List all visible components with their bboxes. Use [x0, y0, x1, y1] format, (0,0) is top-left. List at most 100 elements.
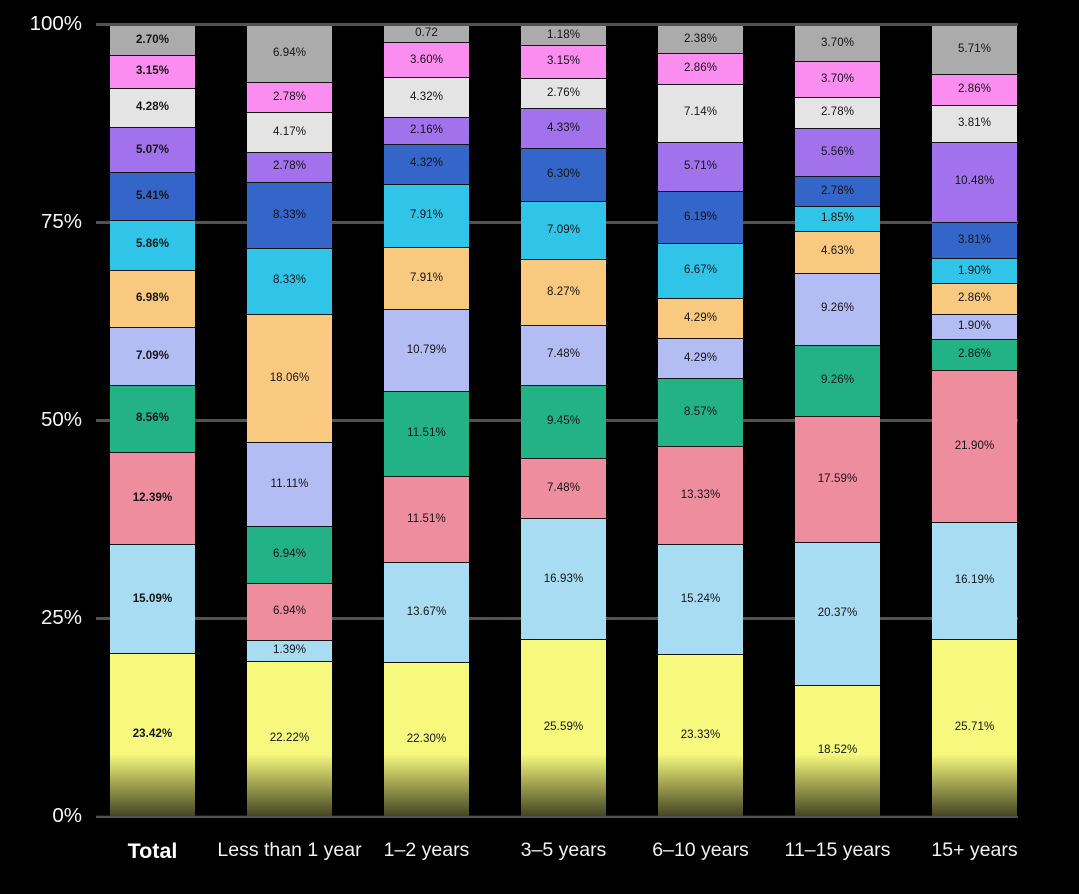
bar-segment-blue[interactable]: 2.78% [795, 175, 880, 207]
bar-segment-purple[interactable]: 4.33% [521, 107, 606, 149]
segment-label: 3.15% [135, 64, 170, 77]
bar-segment-green[interactable]: 6.94% [247, 525, 332, 583]
bar-segment-purple[interactable]: 5.07% [110, 127, 195, 173]
bar-segment-cyan[interactable]: 1.85% [795, 206, 880, 231]
gridline [96, 815, 1018, 818]
bar-segment-light-blue[interactable]: 20.37% [795, 541, 880, 685]
bar-segment-light-blue[interactable]: 16.19% [932, 522, 1017, 639]
bar-segment-purple[interactable]: 10.48% [932, 141, 1017, 222]
segment-label: 23.33% [680, 728, 721, 741]
segment-label: 6.94% [272, 604, 307, 617]
bar-segment-salmon[interactable]: 17.59% [795, 416, 880, 542]
bar-segment-yellow[interactable]: 22.30% [384, 661, 469, 817]
bar-segment-periwinkle[interactable]: 7.09% [110, 326, 195, 385]
segment-label: 4.32% [409, 157, 444, 170]
bar-segment-magenta[interactable]: 3.15% [521, 45, 606, 78]
bar-segment-periwinkle[interactable]: 11.11% [247, 441, 332, 526]
bar-segment-periwinkle[interactable]: 9.26% [795, 272, 880, 345]
bar-segment-blue[interactable]: 5.41% [110, 172, 195, 220]
bar-segment-periwinkle[interactable]: 7.48% [521, 324, 606, 385]
bar-segment-green[interactable]: 2.86% [932, 338, 1017, 370]
bar-segment-light-gray[interactable]: 2.76% [521, 77, 606, 108]
bar-segment-magenta[interactable]: 2.86% [932, 74, 1017, 105]
bar-segment-cyan[interactable]: 5.86% [110, 219, 195, 270]
bar-segment-yellow[interactable]: 18.52% [795, 684, 880, 816]
bar-segment-magenta[interactable]: 2.78% [247, 81, 332, 113]
bar-segment-orange[interactable]: 8.27% [521, 259, 606, 325]
bar-segment-cyan[interactable]: 8.33% [247, 247, 332, 314]
bar-segment-green[interactable]: 9.45% [521, 384, 606, 458]
bar-segment-magenta[interactable]: 3.70% [795, 61, 880, 98]
bar-segment-gray[interactable]: 5.71% [932, 26, 1017, 75]
bar-segment-salmon[interactable]: 11.51% [384, 476, 469, 563]
bar-segment-gray[interactable]: 3.70% [795, 26, 880, 62]
bar-segment-light-gray[interactable]: 7.14% [658, 83, 743, 142]
bar-segment-light-blue[interactable]: 16.93% [521, 518, 606, 640]
bar-segment-periwinkle[interactable]: 1.90% [932, 313, 1017, 339]
bar-segment-magenta[interactable]: 3.60% [384, 42, 469, 78]
bar-segment-salmon[interactable]: 7.48% [521, 458, 606, 519]
bar-segment-salmon[interactable]: 13.33% [658, 445, 743, 544]
bar-segment-light-gray[interactable]: 4.32% [384, 77, 469, 118]
bar-segment-gray[interactable]: 2.38% [658, 26, 743, 53]
bar-segment-light-blue[interactable]: 15.09% [110, 544, 195, 654]
bar-segment-cyan[interactable]: 7.09% [521, 201, 606, 259]
segment-label: 9.45% [546, 415, 581, 428]
segment-label: 6.94% [272, 547, 307, 560]
segment-label: 22.22% [269, 732, 310, 745]
bar-segment-yellow[interactable]: 23.33% [658, 653, 743, 816]
bar-segment-purple[interactable]: 5.71% [658, 141, 743, 191]
bar-segment-cyan[interactable]: 1.90% [932, 258, 1017, 284]
bar-segment-purple[interactable]: 5.56% [795, 127, 880, 176]
bar-segment-gray[interactable]: 0.72 [384, 26, 469, 43]
bar-segment-purple[interactable]: 2.16% [384, 117, 469, 144]
bar-segment-green[interactable]: 9.26% [795, 344, 880, 417]
bar-segment-blue[interactable]: 8.33% [247, 181, 332, 248]
segment-label: 11.51% [407, 512, 446, 525]
bar-segment-light-gray[interactable]: 4.17% [247, 112, 332, 152]
bar-segment-orange[interactable]: 4.63% [795, 230, 880, 273]
bar-segment-yellow[interactable]: 25.71% [932, 638, 1017, 816]
bar-segment-blue[interactable]: 3.81% [932, 221, 1017, 259]
bar-segment-gray[interactable]: 1.18% [521, 26, 606, 46]
bar-segment-gray[interactable]: 2.70% [110, 26, 195, 55]
bar-segment-blue[interactable]: 6.19% [658, 190, 743, 244]
bar-segment-orange[interactable]: 2.86% [932, 283, 1017, 314]
bar-segment-periwinkle[interactable]: 10.79% [384, 309, 469, 391]
bar-segment-yellow[interactable]: 22.22% [247, 661, 332, 816]
bar-segment-magenta[interactable]: 3.15% [110, 54, 195, 88]
segment-label: 25.71% [954, 721, 995, 734]
bar-column-total: 2.70% 3.15% 4.28% 5.07% 5.41% 5.86% 6.98% 7.09%… [110, 26, 195, 817]
bar-segment-orange[interactable]: 6.98% [110, 269, 195, 327]
bar-segment-light-gray[interactable]: 4.28% [110, 87, 195, 128]
bar-segment-salmon[interactable]: 12.39% [110, 452, 195, 545]
x-axis-label: 3–5 years [520, 839, 607, 861]
bar-segment-green[interactable]: 11.51% [384, 390, 469, 477]
bar-segment-salmon[interactable]: 6.94% [247, 582, 332, 640]
bar-segment-salmon[interactable]: 21.90% [932, 369, 1017, 523]
bar-segment-orange[interactable]: 7.91% [384, 246, 469, 310]
bar-segment-gray[interactable]: 6.94% [247, 26, 332, 82]
segment-label: 2.38% [683, 32, 718, 45]
bar-segment-yellow[interactable]: 23.42% [110, 653, 195, 817]
bar-segment-orange[interactable]: 4.29% [658, 298, 743, 339]
segment-label: 9.26% [820, 374, 855, 387]
segment-label: 11.11% [270, 477, 309, 490]
bar-segment-light-blue[interactable]: 13.67% [384, 562, 469, 662]
bar-segment-green[interactable]: 8.57% [658, 378, 743, 446]
bar-segment-yellow[interactable]: 25.59% [521, 639, 606, 816]
bar-segment-blue[interactable]: 6.30% [521, 148, 606, 202]
bar-segment-blue[interactable]: 4.32% [384, 143, 469, 184]
bar-segment-orange[interactable]: 18.06% [247, 313, 332, 442]
bar-segment-cyan[interactable]: 7.91% [384, 183, 469, 247]
bar-segment-light-gray[interactable]: 3.81% [932, 104, 1017, 142]
bar-segment-periwinkle[interactable]: 4.29% [658, 338, 743, 379]
bar-segment-light-gray[interactable]: 2.78% [795, 97, 880, 128]
bar-segment-cyan[interactable]: 6.67% [658, 243, 743, 299]
bar-segment-green[interactable]: 8.56% [110, 384, 195, 453]
bar-segment-light-blue[interactable]: 15.24% [658, 543, 743, 654]
bar-segment-light-blue[interactable]: 1.39% [247, 639, 332, 662]
bar-segment-magenta[interactable]: 2.86% [658, 52, 743, 84]
bar-segment-purple[interactable]: 2.78% [247, 151, 332, 182]
x-axis-label: 6–10 years [652, 839, 749, 861]
